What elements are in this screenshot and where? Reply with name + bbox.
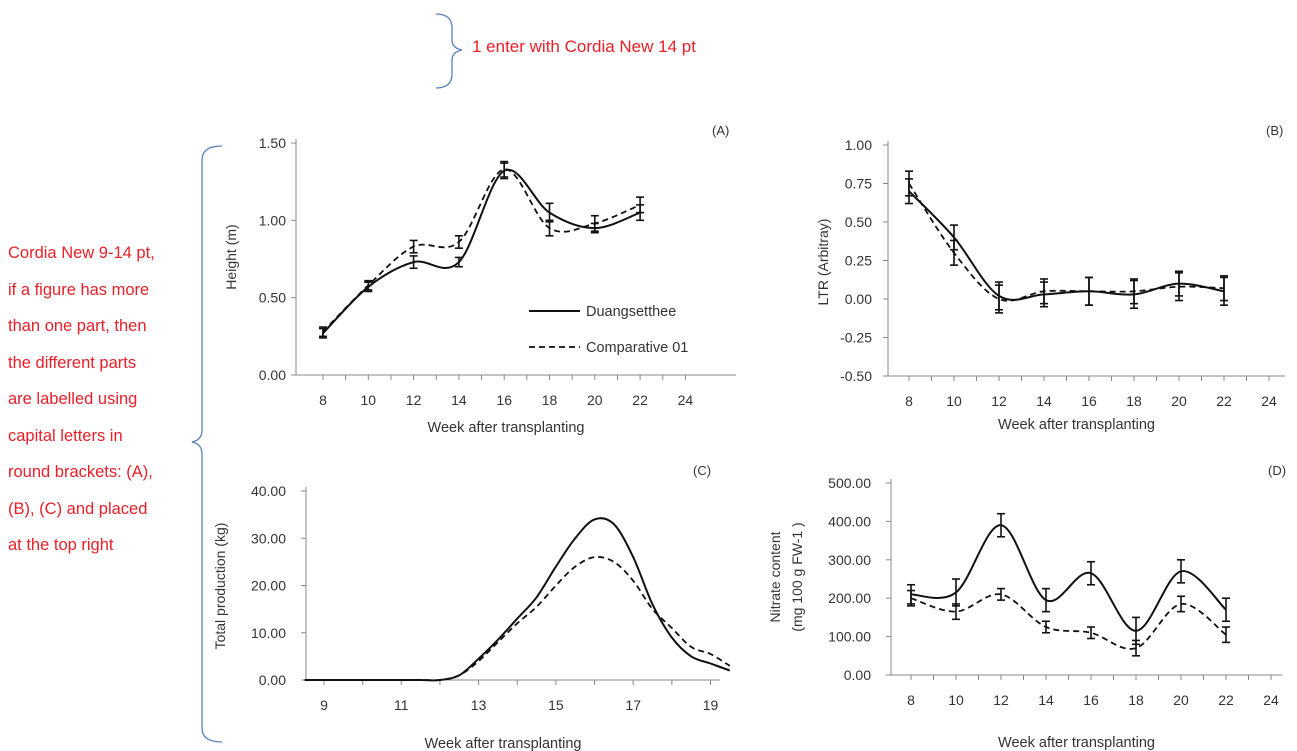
x-tick-label: 22 [1218, 692, 1234, 708]
chart-panel: (C) 0.00 10.00 20.00 30.00 40.00 9 11 13 15 17 19 We… [212, 463, 731, 751]
x-tick-label: 9 [320, 697, 328, 713]
x-tick-label: 18 [1126, 393, 1142, 409]
y-tick-label: 0.00 [844, 667, 871, 683]
legend-label: Comparative 01 [586, 340, 688, 356]
y-axis-title-line: (mg 100 g FW-1 ) [789, 522, 805, 631]
y-axis-title: LTR (Arbitray) [815, 219, 831, 306]
side-annotation-line: round brackets: (A), [8, 463, 153, 481]
y-tick-label: 0.25 [845, 253, 872, 269]
chart-panel: (D) 0.00 100.00 200.00 300.00 400.00 500.00 8 10… [767, 463, 1286, 751]
y-tick-label: 0.75 [845, 176, 872, 192]
y-axis-title: Height (m) [223, 224, 239, 289]
chart-panel: (B) -0.50 -0.25 0.00 0.25 0.50 0.75 1.00 8 10 12 14… [815, 123, 1285, 433]
x-axis-title: Week after transplanting [998, 417, 1155, 433]
y-tick-label: 0.00 [259, 672, 286, 688]
y-tick-label: 0.00 [845, 291, 872, 307]
x-tick-label: 10 [361, 392, 377, 408]
x-tick-label: 16 [1083, 692, 1099, 708]
y-tick-label: 400.00 [828, 513, 871, 529]
series-line [322, 168, 641, 333]
y-axis-title: Total production (kg) [212, 523, 228, 650]
series-line [304, 517, 731, 682]
x-tick-label: 8 [319, 392, 327, 408]
y-tick-label: 40.00 [251, 483, 286, 499]
x-tick-label: 14 [451, 392, 467, 408]
x-tick-label: 22 [1216, 393, 1232, 409]
top-annotation: 1 enter with Cordia New 14 pt [472, 37, 696, 56]
x-tick-label: 20 [587, 392, 603, 408]
y-tick-label: 1.00 [845, 137, 872, 153]
x-tick-label: 14 [1038, 692, 1054, 708]
x-tick-label: 15 [548, 697, 564, 713]
panel-label: (D) [1268, 463, 1286, 478]
x-tick-label: 20 [1171, 393, 1187, 409]
y-tick-label: 1.50 [259, 135, 286, 151]
top-brace [435, 13, 463, 89]
x-tick-label: 14 [1036, 393, 1052, 409]
side-annotation-line: (B), (C) and placed [8, 499, 148, 518]
x-tick-label: 24 [1261, 393, 1277, 409]
x-tick-label: 12 [991, 393, 1007, 409]
x-tick-label: 24 [1263, 692, 1279, 708]
chart-panel: (A) 0.00 0.50 1.00 1.50 8 10 12 14 16 18 20 22 24 Week… [223, 123, 736, 436]
x-tick-label: 17 [625, 697, 641, 713]
x-axis-title: Week after transplanting [428, 420, 585, 436]
x-tick-label: 8 [905, 393, 913, 409]
x-tick-label: 10 [946, 393, 962, 409]
y-tick-label: 0.00 [259, 367, 286, 383]
series-line [910, 524, 1227, 632]
y-tick-label: -0.50 [840, 368, 872, 384]
panel-label: (C) [693, 463, 711, 478]
side-annotation-line: than one part, then [8, 317, 147, 335]
x-tick-label: 22 [632, 392, 648, 408]
side-annotation-line: Cordia New 9-14 pt, [8, 244, 155, 262]
x-tick-label: 18 [1128, 692, 1144, 708]
y-tick-label: 300.00 [828, 552, 871, 568]
y-axis-title-line: Nitrate content [767, 531, 783, 622]
x-tick-label: 16 [1081, 393, 1097, 409]
y-tick-label: 200.00 [828, 590, 871, 606]
side-annotation-line: if a figure has more [8, 280, 150, 299]
x-tick-label: 13 [471, 697, 487, 713]
y-tick-label: 0.50 [845, 214, 872, 230]
y-tick-label: 10.00 [251, 625, 286, 641]
x-tick-label: 12 [406, 392, 422, 408]
y-tick-label: -0.25 [840, 330, 872, 346]
panel-label: (B) [1266, 123, 1283, 138]
side-annotation-line: are labelled using [8, 390, 138, 408]
y-tick-label: 20.00 [251, 578, 286, 594]
y-tick-label: 1.00 [259, 212, 286, 228]
y-tick-label: 100.00 [828, 629, 871, 645]
left-brace [191, 145, 223, 743]
x-tick-label: 10 [948, 692, 964, 708]
x-tick-label: 24 [678, 392, 694, 408]
x-tick-label: 12 [993, 692, 1009, 708]
side-annotation-line: the different parts [8, 353, 137, 372]
x-tick-label: 20 [1173, 692, 1189, 708]
x-axis-title: Week after transplanting [425, 736, 582, 751]
chart-layer: (A) 0.00 0.50 1.00 1.50 8 10 12 14 16 18 20 22 24 Week… [212, 123, 1286, 751]
x-axis-title: Week after transplanting [998, 735, 1155, 751]
x-tick-label: 11 [394, 697, 409, 713]
series-line [322, 168, 641, 334]
series-line [910, 593, 1227, 650]
y-tick-label: 0.50 [259, 290, 286, 306]
y-tick-label: 30.00 [251, 530, 286, 546]
series-line [908, 190, 1225, 301]
y-tick-label: 500.00 [828, 475, 871, 491]
series-line [304, 556, 731, 682]
side-annotation-line: capital letters in [8, 426, 123, 445]
legend-label: Duangsetthee [586, 304, 676, 320]
x-tick-label: 16 [496, 392, 512, 408]
panel-label: (A) [712, 123, 729, 138]
x-tick-label: 8 [907, 692, 915, 708]
side-annotation-line: at the top right [8, 536, 114, 554]
x-tick-label: 18 [542, 392, 558, 408]
x-tick-label: 19 [703, 697, 719, 713]
